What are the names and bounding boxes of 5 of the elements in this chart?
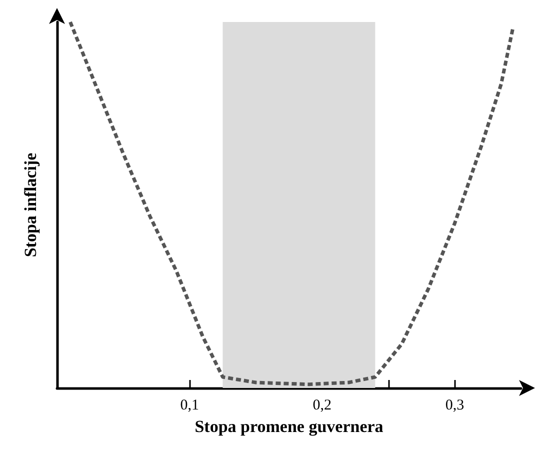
y-axis-title: Stopa inflacije xyxy=(21,152,40,258)
x-tick-label: 0,1 xyxy=(180,398,199,414)
x-tick-label: 0,2 xyxy=(312,398,332,414)
x-axis-title: Stopa promene guvernera xyxy=(194,417,384,436)
x-tick-label: 0,3 xyxy=(445,398,464,414)
